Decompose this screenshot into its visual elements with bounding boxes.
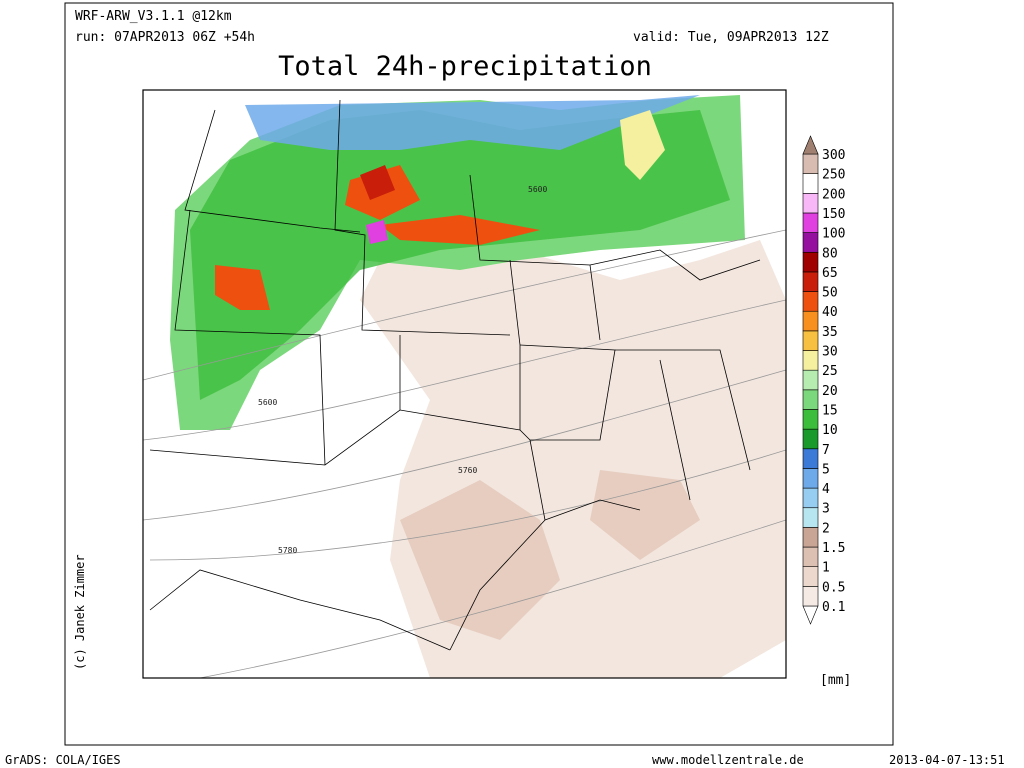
colorbar-label: 100 [822, 227, 845, 242]
colorbar-label: 4 [822, 482, 830, 497]
title: Total 24h-precipitation [278, 51, 652, 82]
colorbar-box [802, 507, 819, 528]
colorbar-box [802, 271, 819, 292]
colorbar-triangle [802, 605, 819, 625]
colorbar-box [802, 153, 819, 174]
colorbar-label: 30 [822, 345, 838, 360]
colorbar-label: 1 [822, 561, 830, 576]
state-borders [149, 99, 761, 651]
colorbar-box [802, 173, 819, 194]
footer-website: www.modellzentrale.de [652, 753, 804, 767]
colorbar-label: 300 [822, 148, 845, 163]
colorbar-box [802, 212, 819, 233]
colorbar-box [802, 232, 819, 253]
colorbar-label: 250 [822, 168, 845, 183]
colorbar-label: 35 [822, 325, 838, 340]
contour-label: 5600 [528, 185, 547, 194]
colorbar-label: 5 [822, 462, 830, 477]
colorbar: 0.1 0.5 1 1.5 2 3 4 5 7 10 15 20 25 30 35 40 50 65 80 100 15… [802, 135, 845, 625]
colorbar-label: 15 [822, 403, 838, 418]
colorbar-box [802, 369, 819, 391]
model-label: WRF-ARW_V3.1.1 @12km [75, 9, 232, 24]
contour-label: 5780 [278, 546, 297, 555]
valid-label: valid: Tue, 09APR2013 12Z [633, 30, 829, 45]
colorbar-box [802, 350, 819, 371]
footer-software: GrADS: COLA/IGES [5, 753, 121, 767]
colorbar-label: 0.1 [822, 600, 845, 615]
colorbar-label: 40 [822, 305, 838, 320]
colorbar-label: 65 [822, 266, 838, 281]
map-border [142, 89, 787, 679]
colorbar-label: 50 [822, 286, 838, 301]
colorbar-label: 10 [822, 423, 838, 438]
run-label: run: 07APR2013 06Z +54h [75, 30, 255, 45]
colorbar-box [802, 330, 819, 351]
footer-timestamp: 2013-04-07-13:51 [889, 753, 1005, 767]
colorbar-label: 2 [822, 521, 830, 536]
colorbar-box [802, 546, 819, 567]
colorbar-box [802, 586, 819, 607]
colorbar-box [802, 389, 819, 410]
colorbar-label: 3 [822, 502, 830, 517]
map: 5600 5600 5760 5780 [142, 89, 787, 679]
contour-label: 5760 [458, 466, 477, 475]
colorbar-box [802, 251, 819, 273]
colorbar-box [802, 310, 819, 332]
colorbar-triangle [802, 135, 819, 155]
credit: (c) Janek Zimmer [73, 554, 87, 670]
colorbar-label: 25 [822, 364, 838, 379]
colorbar-box [802, 487, 819, 509]
isohypses [143, 229, 786, 678]
frame [64, 2, 894, 746]
colorbar-box [802, 409, 819, 430]
colorbar-box [802, 428, 819, 450]
colorbar-box [802, 448, 819, 469]
colorbar-label: 7 [822, 443, 830, 458]
colorbar-label: 1.5 [822, 541, 845, 556]
colorbar-label: 20 [822, 384, 838, 399]
colorbar-box [802, 291, 819, 312]
contour-label: 5600 [258, 398, 277, 407]
colorbar-box [802, 468, 819, 489]
colorbar-box [802, 193, 819, 214]
colorbar-label: 200 [822, 187, 845, 202]
colorbar-label: 150 [822, 207, 845, 222]
colorbar-label: 0.5 [822, 580, 845, 595]
colorbar-label: 80 [822, 246, 838, 261]
colorbar-unit: [mm] [820, 673, 851, 688]
colorbar-box [802, 527, 819, 548]
colorbar-box [802, 566, 819, 587]
precip-field [170, 95, 786, 678]
